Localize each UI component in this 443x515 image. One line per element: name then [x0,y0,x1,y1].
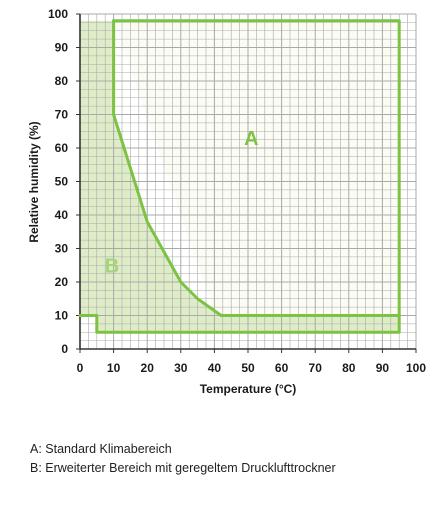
y-tick-label: 0 [61,342,68,356]
y-tick-label: 90 [55,41,69,55]
x-tick-label: 10 [107,361,121,375]
x-tick-label: 100 [406,361,426,375]
y-tick-label: 20 [55,275,69,289]
x-tick-label: 50 [241,361,255,375]
y-tick-label: 80 [55,74,69,88]
region-b-boundary [112,19,401,317]
x-tick-label: 70 [309,361,323,375]
y-tick-label: 100 [48,7,68,21]
grid [76,13,417,353]
tick-labels: 0 10 20 30 40 50 60 70 80 90 100 0 10 20 30 40 50 60 70 80 9… [48,7,426,375]
region-label-b: B [105,255,119,277]
chart: 0 10 20 30 40 50 60 70 80 90 100 0 10 20 30 40 50 60 70 80 9… [27,7,426,396]
region-labels: AB [105,128,259,277]
y-tick-label: 60 [55,141,69,155]
region-label-a: A [244,128,258,150]
y-axis-label: Relative humidity (%) [27,121,41,242]
region-b-fill [80,20,400,333]
x-tick-label: 60 [275,361,289,375]
x-axis-label: Temperature (°C) [200,382,297,396]
x-tick-label: 90 [376,361,390,375]
y-tick-label: 50 [55,175,69,189]
x-tick-label: 40 [208,361,222,375]
x-tick-label: 80 [342,361,356,375]
region-a-boundary [78,19,401,334]
y-tick-label: 40 [55,208,69,222]
x-tick-label: 30 [174,361,188,375]
y-tick-label: 30 [55,242,69,256]
x-tick-label: 20 [141,361,155,375]
y-tick-label: 10 [55,309,69,323]
x-tick-label: 0 [77,361,84,375]
legend-item-a: A: Standard Klimabereich [30,442,172,456]
region-boundaries [78,19,401,334]
y-tick-label: 70 [55,108,69,122]
legend-item-b: B: Erweiterter Bereich mit geregeltem Dr… [30,461,336,475]
legend: A: Standard Klimabereich B: Erweiterter … [30,440,336,478]
